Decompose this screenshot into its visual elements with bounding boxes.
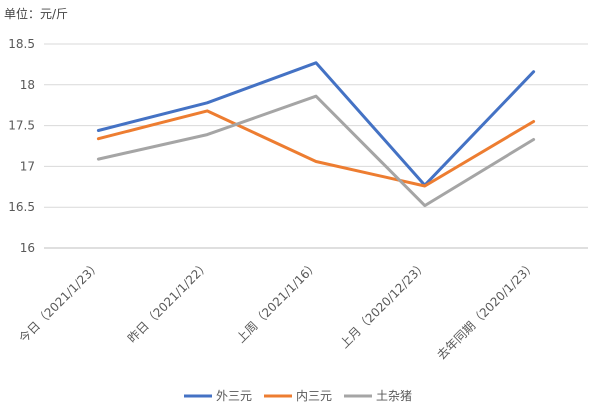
legend-label: 土杂猪: [376, 389, 412, 403]
y-tick-label: 18.5: [8, 37, 35, 51]
x-axis-ticks: 今日（2021/1/23） 昨日（2021/1/22） 上周（2021/1/16）上…: [15, 258, 538, 363]
gridlines: [44, 43, 588, 249]
x-tick-label: 今日（2021/1/23）: [15, 258, 103, 346]
x-tick-label: 上月（2020/12/23）: [337, 258, 430, 351]
x-tick-label: 昨日（2021/1/22）: [125, 258, 212, 345]
x-tick-label: 去年同期（2020/1/23）: [434, 258, 538, 362]
series-line-2: [96, 94, 536, 208]
legend-label: 内三元: [296, 389, 332, 403]
x-tick-label: 上周（2021/1/16）: [234, 258, 321, 345]
unit-label: 单位：元/斤: [4, 7, 69, 21]
series-line-0: [96, 61, 536, 187]
y-tick-label: 16.5: [8, 200, 35, 214]
series-lines: [96, 61, 536, 208]
y-tick-label: 16: [20, 241, 35, 255]
y-tick-label: 17.5: [8, 119, 35, 133]
legend-label: 外三元: [216, 389, 252, 403]
legend: 外三元 内三元 土杂猪: [184, 389, 412, 403]
y-tick-label: 18: [20, 78, 35, 92]
series-line-1: [96, 109, 536, 188]
y-tick-label: 17: [20, 159, 35, 173]
y-axis-ticks: 16 16.5 17 17.5 18 18.5: [8, 37, 35, 255]
